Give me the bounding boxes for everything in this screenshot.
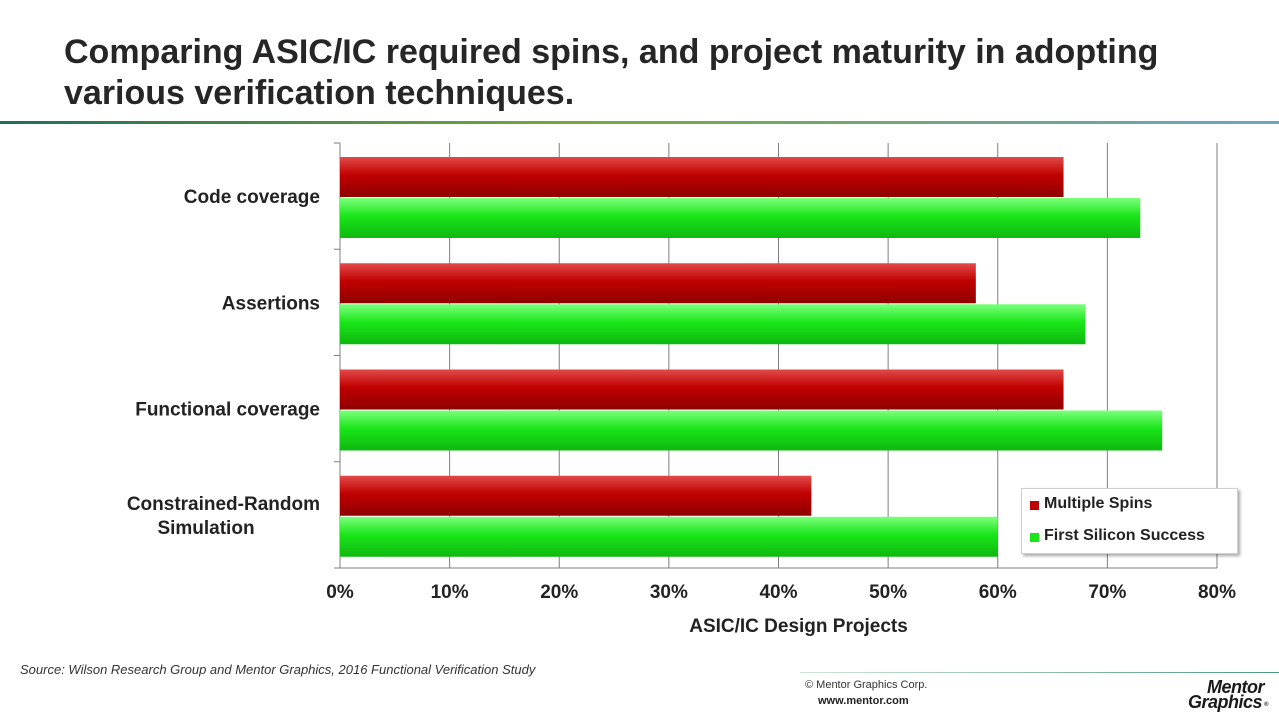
legend-label-multiple-spins: Multiple Spins [1044,495,1153,512]
footer-divider [800,672,1279,673]
x-tick-label: 70% [1088,582,1126,603]
bar-multiple-spins-assertions [340,263,976,304]
bar-chart: 0% 10% 20% 30% 40% 50% 60% 70% 80% Code coverage A… [127,142,1236,637]
x-tick-label: 60% [979,582,1017,603]
logo-line-2: Graphics [1187,692,1263,712]
bar-first-silicon-success-assertions [340,304,1086,345]
logo-line-1: Mentor [1207,677,1265,697]
bar-multiple-spins-constrained-random-simulation [340,475,812,516]
x-tick-label: 30% [650,582,688,603]
bar-multiple-spins-functional-coverage [340,369,1064,410]
source-note: Source: Wilson Research Group and Mentor… [20,662,536,677]
bar-multiple-spins-code-coverage [340,157,1064,197]
title-divider [0,121,1279,124]
chart-legend: Multiple Spins First Silicon Success [1021,488,1238,554]
bar-first-silicon-success-code-coverage [340,198,1141,238]
y-category-label: Code coverage [184,187,320,208]
legend-swatch-multiple-spins [1030,501,1039,510]
x-tick-label: 40% [759,582,797,603]
y-category-label: Functional coverage [135,400,320,421]
x-tick-label: 20% [540,582,578,603]
slide-title: Comparing ASIC/IC required spins, and pr… [64,33,1159,112]
bar-first-silicon-success-constrained-random-simulation [340,516,998,557]
y-category-label: Assertions [222,293,320,314]
x-tick-label: 80% [1198,582,1236,603]
y-category-label: Constrained-Random Simulation [127,494,320,539]
legend-swatch-first-silicon-success [1030,533,1039,542]
copyright-text: © Mentor Graphics Corp. [805,679,928,691]
legend-label-first-silicon-success: First Silicon Success [1044,527,1205,544]
x-tick-label: 10% [431,582,469,603]
website-link[interactable]: www.mentor.com [818,695,909,707]
x-tick-label: 50% [869,582,907,603]
x-axis-title: ASIC/IC Design Projects [689,616,908,637]
x-tick-label: 0% [326,582,354,603]
company-logo: Mentor Graphics ® [1168,677,1269,715]
logo-registered-mark: ® [1264,702,1268,708]
bar-first-silicon-success-functional-coverage [340,410,1163,451]
